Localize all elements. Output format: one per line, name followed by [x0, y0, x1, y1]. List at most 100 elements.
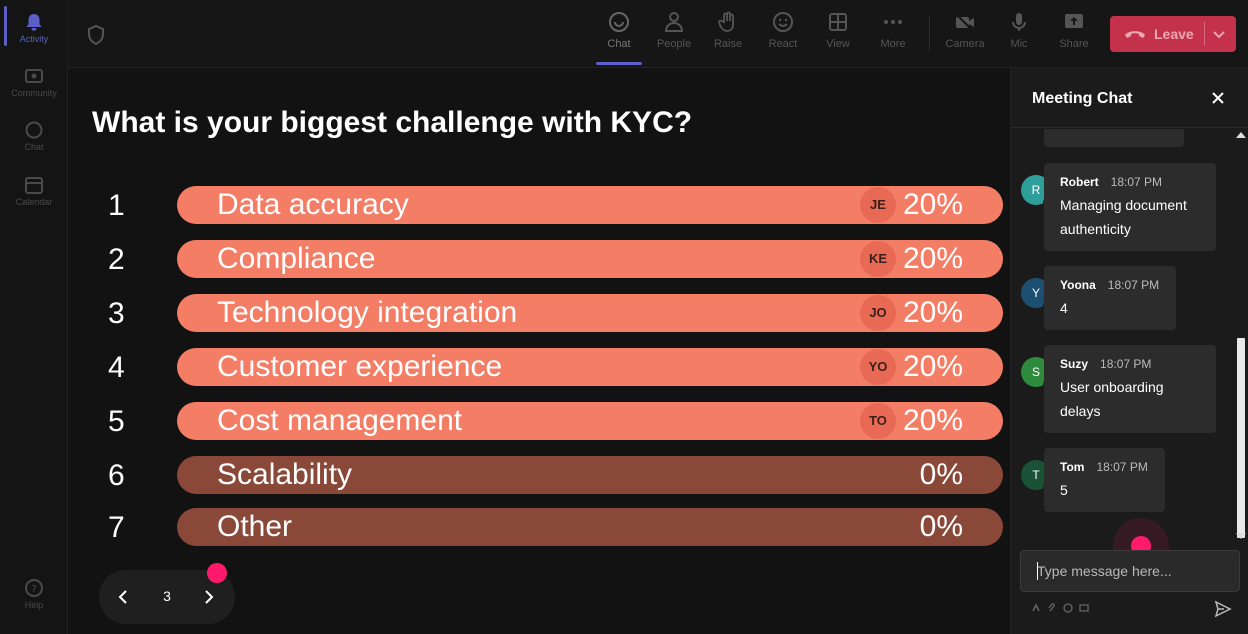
rail-item-community[interactable]: Community: [0, 66, 68, 98]
rail-item-activity[interactable]: Activity: [0, 12, 68, 44]
toolbar-camera-button[interactable]: Camera: [941, 10, 989, 50]
voter-avatar: TO: [860, 403, 896, 439]
scroll-down-arrow-icon[interactable]: [1236, 533, 1246, 539]
poll-question: What is your biggest challenge with KYC?: [92, 106, 693, 139]
chevron-right-icon[interactable]: [199, 588, 217, 606]
chat-icon: [25, 121, 43, 139]
sender-name: Yoona: [1060, 278, 1096, 292]
message-composer: [1020, 550, 1240, 592]
poll-option: 7 Other 0%: [92, 508, 1010, 546]
poll-results-area: What is your biggest challenge with KYC?…: [68, 68, 1010, 634]
toolbar-button-label: React: [768, 38, 798, 50]
message-time: 18:07 PM: [1110, 175, 1163, 189]
toolbar-button-label: Mic: [1010, 38, 1028, 50]
toolbar-share-button[interactable]: Share: [1050, 10, 1098, 50]
message-line: 4: [1060, 300, 1068, 316]
rail-item-calendar[interactable]: Calendar: [0, 175, 68, 207]
people-icon: [664, 12, 684, 32]
attach-icon[interactable]: [1047, 603, 1057, 613]
toolbar-button-label: View: [826, 38, 850, 50]
emoji-icon[interactable]: [1063, 603, 1073, 613]
help-icon: ?: [25, 579, 43, 597]
toolbar-button-label: More: [880, 38, 906, 50]
option-label: Technology integration: [217, 296, 518, 329]
meeting-toolbar: Chat People Raise React View More Camera…: [68, 0, 1248, 68]
share-icon: [1065, 14, 1083, 28]
option-number: 1: [108, 189, 125, 222]
sender-name: Robert: [1060, 175, 1099, 189]
option-bar: Scalability 0%: [177, 456, 1003, 494]
message-time: 18:07 PM: [1100, 357, 1152, 371]
poll-option: 6 Scalability 0%: [92, 456, 1010, 494]
rail-item-label: Activity: [19, 34, 49, 44]
option-number: 6: [108, 459, 125, 492]
chat-bubble: Suzy 18:07 PM User onboarding delays: [1044, 345, 1216, 433]
rail-item-help[interactable]: ? Help: [0, 578, 68, 610]
app-rail: Activity Community Chat Calendar ? Help: [0, 0, 68, 634]
voter-avatar: JO: [860, 295, 896, 331]
send-icon[interactable]: [1214, 600, 1232, 618]
gif-icon[interactable]: [1079, 603, 1089, 613]
rail-item-chat[interactable]: Chat: [0, 120, 68, 152]
toolbar-mic-button[interactable]: Mic: [995, 10, 1043, 50]
chevron-left-icon[interactable]: [115, 588, 133, 606]
shield-icon[interactable]: [86, 24, 106, 46]
message-time: 18:07 PM: [1107, 278, 1160, 292]
click-indicator-dot: [207, 563, 227, 583]
toolbar-people-button[interactable]: People: [650, 10, 698, 50]
poll-option: 4 Customer experience YO 20%: [92, 348, 1010, 386]
leave-button-label: Leave: [1154, 26, 1194, 42]
toolbar-more-button[interactable]: More: [869, 10, 917, 50]
format-icon[interactable]: [1031, 603, 1041, 613]
view-grid-icon: [829, 13, 847, 31]
toolbar-button-label: Raise: [713, 38, 743, 50]
option-percent: 20%: [902, 188, 963, 221]
community-icon: [25, 69, 43, 83]
close-icon[interactable]: [1210, 90, 1226, 106]
rail-item-label: Chat: [24, 142, 44, 152]
option-bar: Data accuracy JE 20%: [177, 186, 1003, 224]
message-time: 18:07 PM: [1096, 460, 1148, 474]
voter-avatar: KE: [860, 241, 896, 277]
raise-hand-icon: [718, 11, 734, 32]
rail-item-label: Community: [11, 88, 57, 98]
message-input[interactable]: [1021, 551, 1239, 591]
avatar-initial: R: [1031, 183, 1041, 197]
option-bar: Customer experience YO 20%: [177, 348, 1003, 386]
rail-item-label: Calendar: [15, 197, 53, 207]
text-caret: [1037, 562, 1038, 580]
active-tab-indicator: [596, 62, 642, 65]
scroll-up-arrow-icon[interactable]: [1236, 132, 1246, 138]
message-line: Managing document: [1060, 197, 1187, 213]
message-line: delays: [1060, 403, 1101, 419]
sender-name: Tom: [1060, 460, 1085, 474]
toolbar-chat-button[interactable]: Chat: [595, 10, 643, 50]
option-percent: 0%: [919, 458, 963, 491]
voter-avatar: YO: [860, 349, 896, 385]
option-label: Data accuracy: [217, 188, 409, 221]
poll-option: 5 Cost management TO 20%: [92, 402, 1010, 440]
voter-avatar: JE: [860, 187, 896, 223]
toolbar-raise-button[interactable]: Raise: [704, 10, 752, 50]
chat-bubble: Tom 18:07 PM 5: [1044, 448, 1165, 512]
chat-message-list[interactable]: R Robert 18:07 PM Managing document authen…: [1011, 129, 1233, 542]
leave-button[interactable]: Leave: [1110, 16, 1236, 52]
chat-bubble: Robert 18:07 PM Managing document authenti…: [1044, 163, 1216, 251]
avatar-initial: T: [1032, 468, 1040, 482]
scrollbar-thumb[interactable]: [1237, 338, 1245, 538]
meeting-chat-panel: Meeting Chat R Robert 18:07 PM Managing d…: [1010, 68, 1248, 634]
toolbar-react-button[interactable]: React: [759, 10, 807, 50]
composer-tools: [1031, 603, 1089, 613]
option-label: Compliance: [217, 242, 376, 275]
option-number: 3: [108, 297, 125, 330]
option-percent: 20%: [902, 350, 963, 383]
sender-name: Suzy: [1060, 357, 1089, 371]
option-label: Other: [217, 510, 293, 543]
toolbar-divider: [929, 16, 930, 52]
option-label: Cost management: [217, 404, 463, 437]
toolbar-view-button[interactable]: View: [814, 10, 862, 50]
option-label: Scalability: [217, 458, 353, 491]
message-line: authenticity: [1060, 221, 1131, 237]
chevron-down-icon[interactable]: [1212, 27, 1226, 41]
option-number: 2: [108, 243, 125, 276]
